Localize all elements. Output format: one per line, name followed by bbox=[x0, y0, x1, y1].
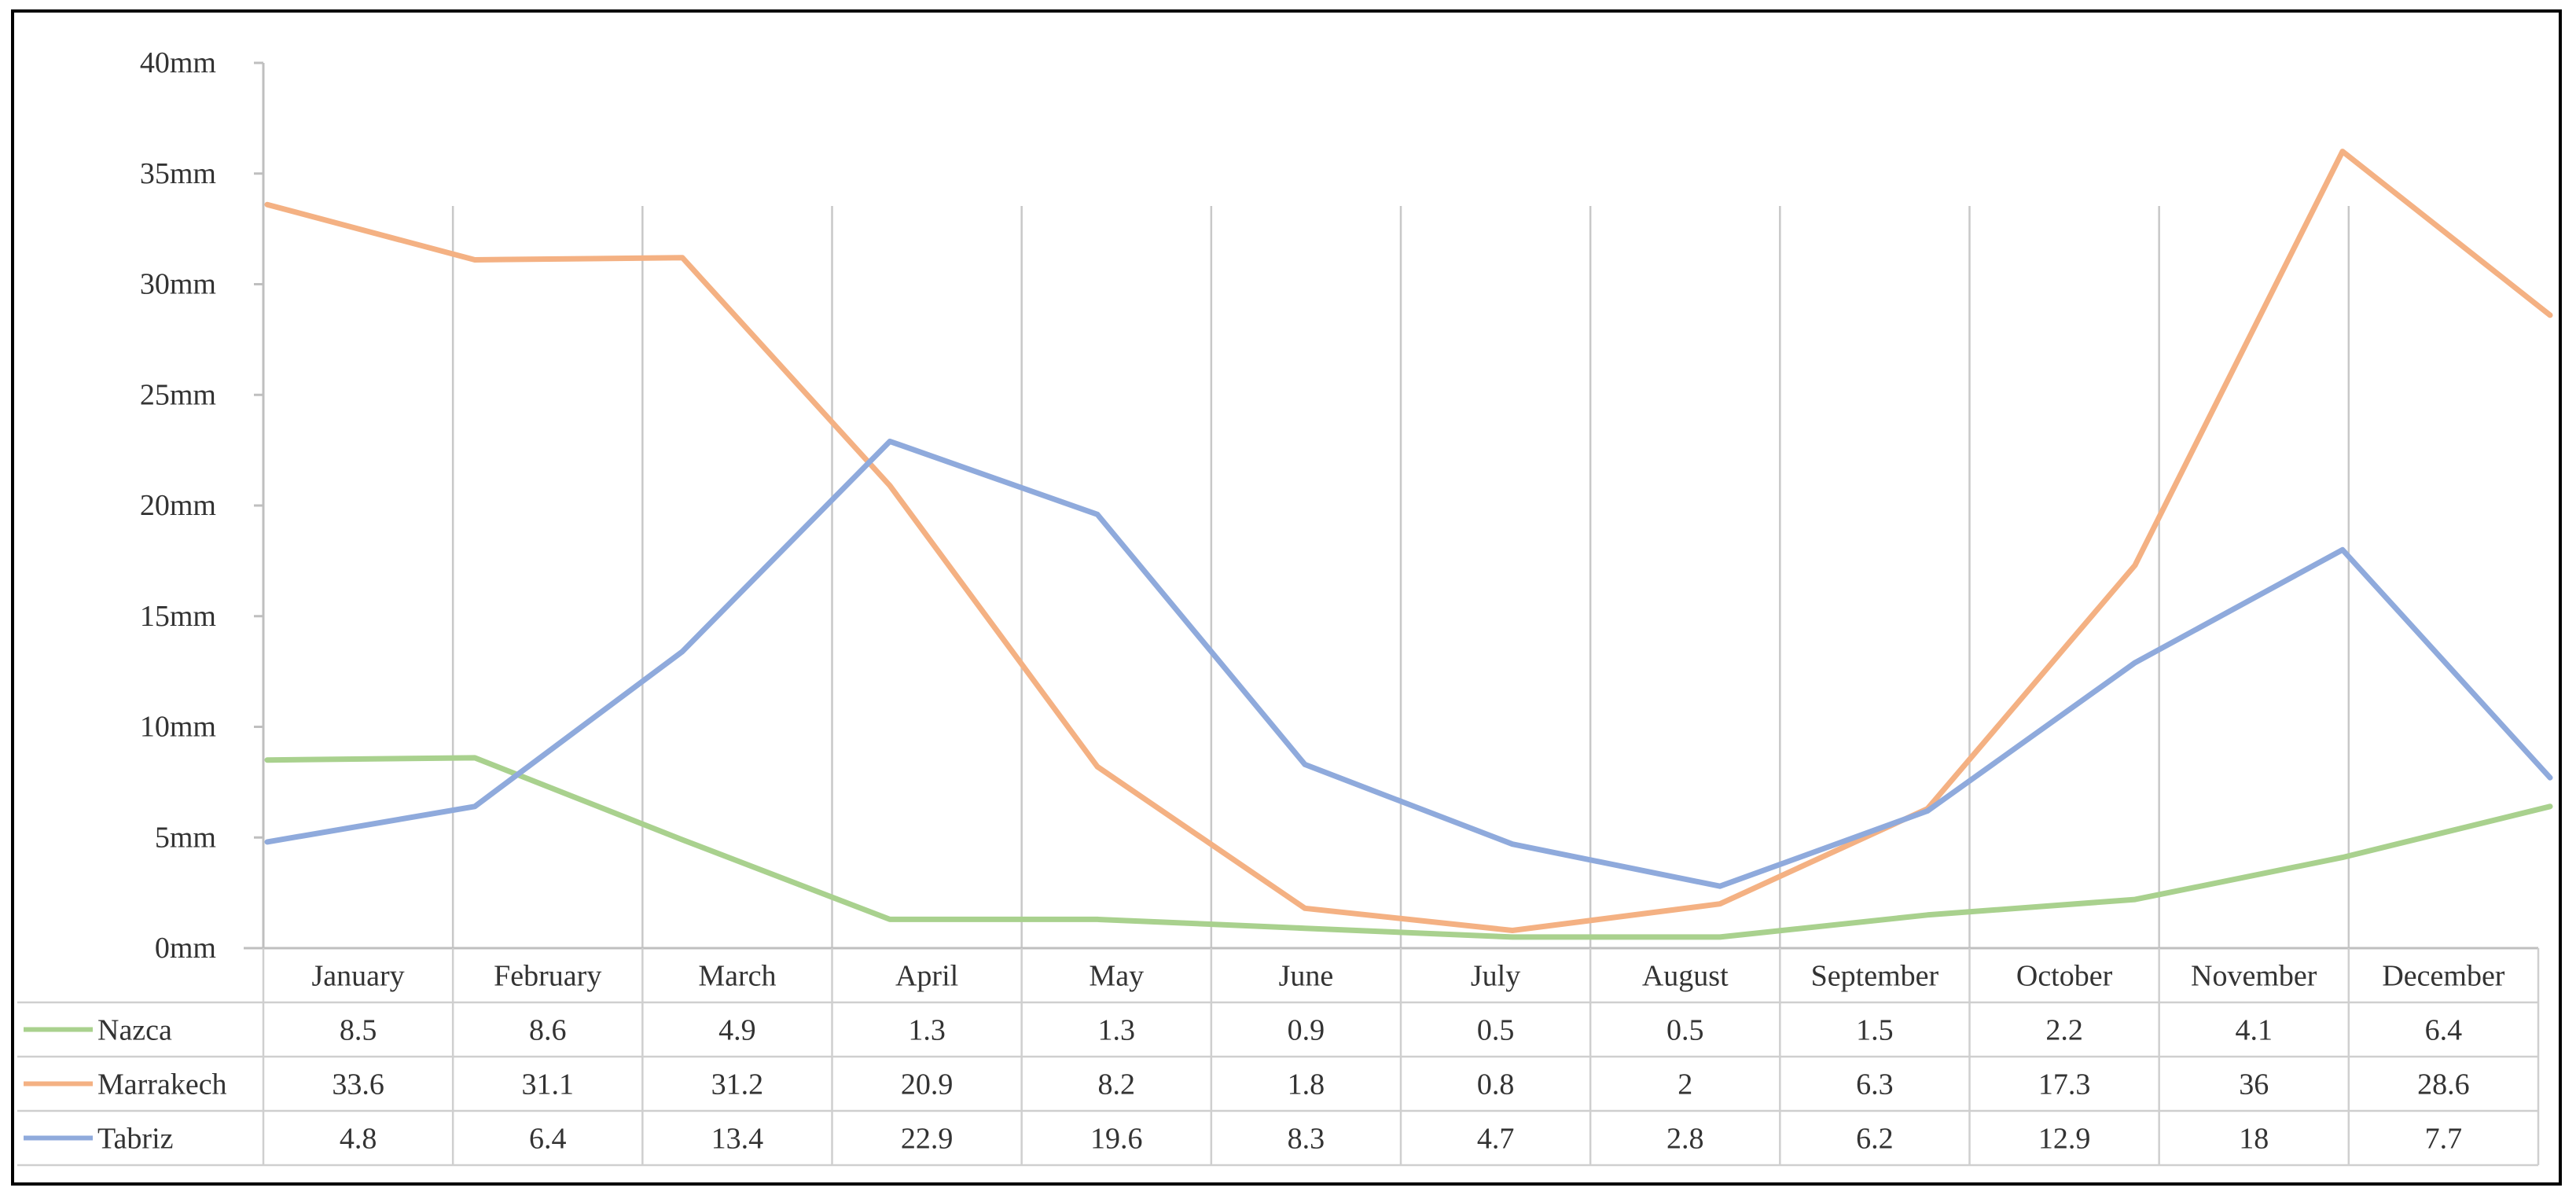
y-tick-label: 5mm bbox=[155, 821, 216, 854]
y-axis: 0mm 5mm 10mm 15mm 20mm 25mm 30mm 35mm 40mm bbox=[140, 46, 2538, 965]
x-tick-label: July bbox=[1471, 960, 1520, 993]
data-label: 6.4 bbox=[2425, 1014, 2463, 1047]
y-tick-label: 25mm bbox=[140, 378, 216, 411]
data-label: 0.5 bbox=[1666, 1014, 1704, 1047]
data-label: 8.3 bbox=[1288, 1123, 1325, 1156]
y-tick-label: 35mm bbox=[140, 157, 216, 190]
series-line-nazca bbox=[264, 755, 2553, 940]
data-label: 19.6 bbox=[1090, 1123, 1143, 1156]
x-tick-label: December bbox=[2382, 960, 2504, 993]
data-label: 17.3 bbox=[2038, 1068, 2091, 1101]
x-tick-label: January bbox=[311, 960, 404, 993]
y-tick-label: 10mm bbox=[140, 711, 216, 744]
legend-label-nazca: Nazca bbox=[97, 1014, 172, 1047]
data-label: 12.9 bbox=[2038, 1123, 2091, 1156]
data-label: 0.9 bbox=[1288, 1014, 1325, 1047]
data-label: 1.8 bbox=[1288, 1068, 1325, 1101]
data-label: 8.2 bbox=[1098, 1068, 1136, 1101]
data-label: 4.7 bbox=[1477, 1123, 1515, 1156]
data-label: 31.2 bbox=[711, 1068, 764, 1101]
data-label: 33.6 bbox=[332, 1068, 384, 1101]
data-label: 2.2 bbox=[2045, 1014, 2083, 1047]
data-label: 1.3 bbox=[908, 1014, 946, 1047]
x-tick-label: August bbox=[1642, 960, 1729, 993]
gridlines bbox=[262, 63, 2350, 948]
data-label: 0.5 bbox=[1477, 1014, 1515, 1047]
legend-label-tabriz: Tabriz bbox=[97, 1123, 174, 1156]
x-tick-label: February bbox=[494, 960, 601, 993]
chart-frame bbox=[11, 9, 2562, 1186]
data-label: 4.9 bbox=[718, 1014, 756, 1047]
data-label: 31.1 bbox=[522, 1068, 575, 1101]
data-table: January February March April May June July Augu… bbox=[17, 948, 2540, 1167]
data-label: 8.6 bbox=[529, 1014, 567, 1047]
data-label: 6.4 bbox=[529, 1123, 567, 1156]
x-tick-label: October bbox=[2016, 960, 2113, 993]
data-label: 7.7 bbox=[2425, 1123, 2463, 1156]
data-label: 8.5 bbox=[340, 1014, 377, 1047]
y-tick-label: 15mm bbox=[140, 600, 216, 633]
data-label: 6.2 bbox=[1856, 1123, 1894, 1156]
series-lines bbox=[264, 149, 2553, 940]
data-label: 1.5 bbox=[1856, 1014, 1894, 1047]
y-tick-label: 20mm bbox=[140, 489, 216, 522]
data-label: 28.6 bbox=[2417, 1068, 2470, 1101]
y-tick-label: 40mm bbox=[140, 46, 216, 79]
data-label: 2.8 bbox=[1666, 1123, 1704, 1156]
x-tick-label: April bbox=[895, 960, 958, 993]
x-tick-label: June bbox=[1279, 960, 1334, 993]
x-tick-label: March bbox=[698, 960, 776, 993]
data-label: 4.1 bbox=[2236, 1014, 2273, 1047]
data-label: 4.8 bbox=[340, 1123, 377, 1156]
data-label: 36 bbox=[2239, 1068, 2269, 1101]
data-label: 20.9 bbox=[901, 1068, 954, 1101]
y-tick-label: 30mm bbox=[140, 268, 216, 301]
series-line-marrakech bbox=[264, 149, 2553, 933]
x-tick-label: September bbox=[1811, 960, 1939, 993]
data-label: 2 bbox=[1678, 1068, 1692, 1101]
data-label: 18 bbox=[2239, 1123, 2269, 1156]
data-label: 13.4 bbox=[711, 1123, 764, 1156]
data-label: 1.3 bbox=[1098, 1014, 1136, 1047]
series-line-tabriz bbox=[264, 438, 2553, 889]
x-tick-label: May bbox=[1089, 960, 1144, 993]
legend-label-marrakech: Marrakech bbox=[97, 1068, 227, 1101]
data-label: 6.3 bbox=[1856, 1068, 1894, 1101]
data-label: 0.8 bbox=[1477, 1068, 1515, 1101]
x-tick-label: November bbox=[2191, 960, 2317, 993]
y-tick-label: 0mm bbox=[155, 932, 216, 965]
data-label: 22.9 bbox=[901, 1123, 954, 1156]
